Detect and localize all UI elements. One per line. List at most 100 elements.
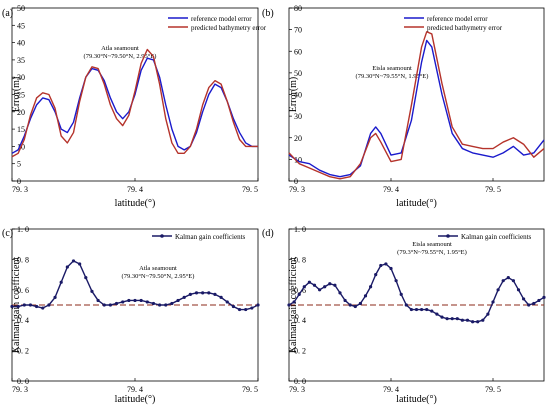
annotation-title: Eisla seamount — [372, 65, 412, 72]
panel-label: (b) — [262, 8, 274, 19]
y-tick-label: 1. 0 — [294, 225, 306, 234]
data-point — [256, 303, 260, 307]
panel-2: 0 10 20 30 40 50 60 70 80 79. 3 79. 4 79. 5 latitude… — [262, 4, 545, 209]
y-tick-label: 0. 4 — [17, 316, 29, 325]
y-tick-label: 20 — [294, 134, 302, 143]
series-line-1 — [11, 57, 258, 154]
legend-label: reference model error — [427, 15, 488, 23]
panel-label: (a) — [2, 8, 13, 19]
y-tick-label: 35 — [17, 56, 25, 65]
y-tick-label: 70 — [294, 26, 302, 35]
legend-label: predicted bathymetry error — [427, 24, 503, 32]
data-point — [338, 291, 342, 295]
data-point — [225, 300, 229, 304]
legend-label: reference model error — [191, 15, 252, 23]
data-point — [450, 317, 454, 321]
data-point — [127, 298, 131, 303]
data-point — [363, 294, 368, 298]
y-tick-label: 30 — [17, 73, 25, 82]
data-point — [532, 301, 536, 306]
series-line-1 — [288, 39, 545, 178]
panel-4: 0. 0 0. 2 0. 4 0. 6 0. 8 1. 0 79. 3 79. 4 79. 5 l… — [262, 225, 546, 405]
data-point — [522, 297, 526, 301]
data-point — [108, 303, 112, 307]
y-tick-label: 0. 2 — [17, 347, 29, 356]
data-point — [471, 320, 475, 324]
x-tick-label: 79. 5 — [485, 185, 501, 194]
data-point — [59, 280, 63, 284]
data-point — [158, 303, 162, 307]
data-point — [170, 301, 174, 306]
annotation-title: Eisla seamount — [412, 241, 452, 248]
data-point — [409, 307, 413, 312]
y-tick-label: 40 — [294, 91, 302, 100]
legend-label: Kalman gain coefficients — [175, 233, 246, 241]
data-point — [328, 282, 332, 286]
y-tick-label: 50 — [294, 69, 302, 78]
data-point — [287, 303, 291, 307]
x-axis-label: latitude(°) — [115, 394, 156, 405]
data-point — [71, 259, 76, 263]
legend-label: predicted bathymetry error — [191, 24, 267, 32]
series-line-2 — [11, 48, 258, 158]
data-point — [348, 303, 352, 307]
y-tick-label: 0 — [17, 177, 21, 186]
data-point — [318, 288, 322, 292]
x-tick-label: 79. 5 — [242, 185, 258, 194]
y-tick-label: 5 — [17, 160, 21, 169]
y-axis-label: Error(m) — [11, 77, 22, 113]
y-tick-label: 0. 8 — [294, 255, 306, 264]
data-point — [312, 283, 317, 287]
data-point — [501, 279, 505, 283]
data-point — [420, 307, 424, 312]
data-point — [333, 283, 337, 287]
data-point — [506, 276, 510, 280]
data-point — [516, 288, 521, 292]
y-tick-label: 0. 8 — [17, 255, 29, 264]
x-axis-label: latitude(°) — [396, 198, 437, 209]
data-point — [65, 265, 69, 269]
legend-label: Kalman gain coefficients — [461, 233, 532, 241]
data-point — [219, 295, 223, 299]
data-point — [47, 303, 51, 307]
data-point — [455, 317, 459, 321]
panel-label: (d) — [262, 228, 274, 239]
data-point — [164, 303, 168, 307]
data-point — [394, 279, 398, 283]
data-point — [176, 298, 180, 303]
x-tick-label: 79. 3 — [12, 385, 28, 394]
data-point — [145, 300, 149, 304]
data-point — [404, 303, 408, 307]
y-tick-label: 0. 0 — [294, 377, 306, 386]
data-point — [481, 318, 485, 322]
data-point — [78, 262, 82, 266]
y-tick-label: 45 — [17, 21, 25, 30]
y-tick-label: 40 — [17, 39, 25, 48]
data-point — [188, 292, 192, 296]
data-point — [440, 315, 444, 319]
data-point — [374, 273, 378, 277]
data-point — [139, 298, 143, 303]
data-point — [542, 295, 546, 299]
data-point — [511, 279, 515, 283]
x-tick-label: 79. 3 — [12, 185, 28, 194]
x-tick-label: 79. 4 — [127, 185, 143, 194]
data-point — [237, 307, 242, 312]
data-point — [496, 288, 500, 292]
x-axis-label: latitude(°) — [396, 394, 437, 405]
x-axis-label: latitude(°) — [115, 198, 156, 209]
annotation-coords: (79.30°N~79.55°N, 1.95°E) — [356, 73, 429, 80]
y-tick-label: 15 — [17, 125, 25, 134]
annotation-coords: (79.3°N~79.55°N, 1.95°E) — [397, 249, 467, 256]
data-point — [96, 298, 100, 303]
y-tick-label: 30 — [294, 112, 302, 121]
data-point — [41, 306, 45, 310]
data-point — [151, 301, 156, 306]
data-point — [465, 318, 470, 322]
data-point — [297, 292, 301, 296]
panel-label: (c) — [2, 228, 13, 239]
data-point — [53, 295, 57, 299]
data-point — [35, 304, 39, 309]
data-point — [28, 303, 33, 307]
